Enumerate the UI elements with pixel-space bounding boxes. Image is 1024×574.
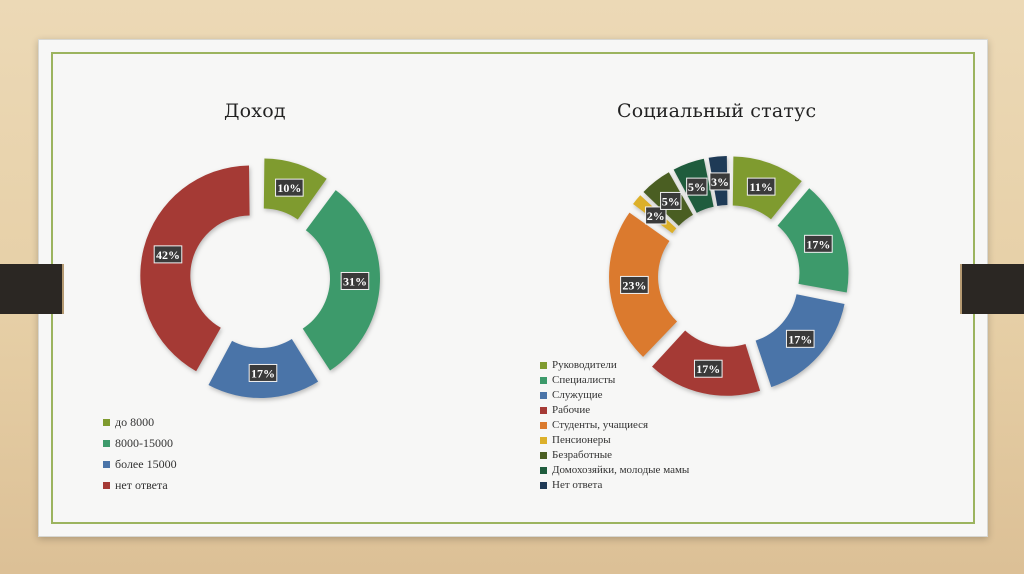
data-label-8000-15000: 31% [340,271,370,290]
svg-text:31%: 31% [343,274,367,288]
svg-text:42%: 42% [156,248,180,262]
social-status-legend: Руководители Специалисты Служущие Рабочие Ст… [540,358,689,493]
data-label-рабочие: 17% [693,359,723,378]
income-legend: до 8000 8000-15000 более 15000 нет ответа [103,412,177,496]
legend-item-до-8000: до 8000 [103,412,177,433]
legend-swatch [103,461,110,468]
income-donut-chart: 10% 31% 17% 42% [140,158,380,398]
legend-item-служущие: Служущие [540,388,689,403]
legend-label: Безработные [552,449,612,461]
data-label-служущие: 17% [785,329,815,348]
legend-swatch [103,482,110,489]
donut-slice-нет-ответа [140,165,250,372]
legend-item-нет-ответа: нет ответа [103,475,177,496]
legend-swatch [540,407,547,414]
legend-swatch [540,377,547,384]
legend-item-специалисты: Специалисты [540,373,689,388]
income-chart-title: Доход [224,100,286,122]
legend-item-пенсионеры: Пенсионеры [540,433,689,448]
legend-label: Специалисты [552,374,616,386]
legend-label: более 15000 [115,457,177,471]
legend-item-нет-ответа: Нет ответа [540,478,689,493]
left-tab-decoration [0,264,64,314]
legend-label: до 8000 [115,415,155,429]
legend-swatch [103,440,110,447]
data-label-пенсионеры: 2% [645,206,667,225]
data-label-до-8000: 10% [275,178,304,197]
legend-swatch [540,392,547,399]
legend-item-безработные: Безработные [540,448,689,463]
legend-label: Служущие [552,389,603,401]
legend-swatch [540,362,547,369]
legend-swatch [540,467,547,474]
legend-item-студенты-учащиеся: Студенты, учащиеся [540,418,689,433]
legend-label: Руководители [552,359,617,371]
svg-text:17%: 17% [696,362,720,376]
legend-item-рабочие: Рабочие [540,403,689,418]
legend-swatch [103,419,110,426]
svg-text:17%: 17% [806,237,830,251]
legend-swatch [540,437,547,444]
svg-text:5%: 5% [662,194,680,208]
svg-text:17%: 17% [788,332,812,346]
legend-label: нет ответа [115,478,168,492]
svg-text:17%: 17% [251,366,275,380]
data-label-безработные: 5% [660,191,682,210]
svg-text:2%: 2% [647,209,665,223]
legend-item-8000-15000: 8000-15000 [103,433,177,454]
legend-label: Пенсионеры [552,434,611,446]
legend-label: Студенты, учащиеся [552,419,649,431]
svg-text:11%: 11% [750,180,773,194]
legend-swatch [540,452,547,459]
data-label-домохозяйки-молодые-мамы: 5% [686,177,708,196]
legend-label: Домохозяйки, молодые мамы [552,464,690,476]
data-label-нет-ответа: 3% [709,172,731,191]
legend-swatch [540,422,547,429]
right-tab-decoration [960,264,1024,314]
svg-text:10%: 10% [277,181,301,195]
legend-item-домохозяйки-молодые-мамы: Домохозяйки, молодые мамы [540,463,689,478]
legend-item-руководители: Руководители [540,358,689,373]
data-label-специалисты: 17% [804,234,833,253]
data-label-руководители: 11% [746,177,776,196]
data-label-нет-ответа: 42% [153,245,183,264]
legend-label: 8000-15000 [115,436,173,450]
social-status-donut-chart: 11%17%17%17%23%2%5%5% 3% [609,156,849,396]
legend-label: Нет ответа [552,479,603,491]
legend-swatch [540,482,547,489]
legend-item-более-15000: более 15000 [103,454,177,475]
data-label-более-15000: 17% [248,363,278,382]
svg-text:3%: 3% [711,175,729,189]
social-status-chart-title: Социальный статус [617,100,817,122]
legend-label: Рабочие [552,404,591,416]
data-label-студенты-учащиеся: 23% [620,275,649,294]
svg-text:23%: 23% [622,278,646,292]
svg-text:5%: 5% [688,180,706,194]
